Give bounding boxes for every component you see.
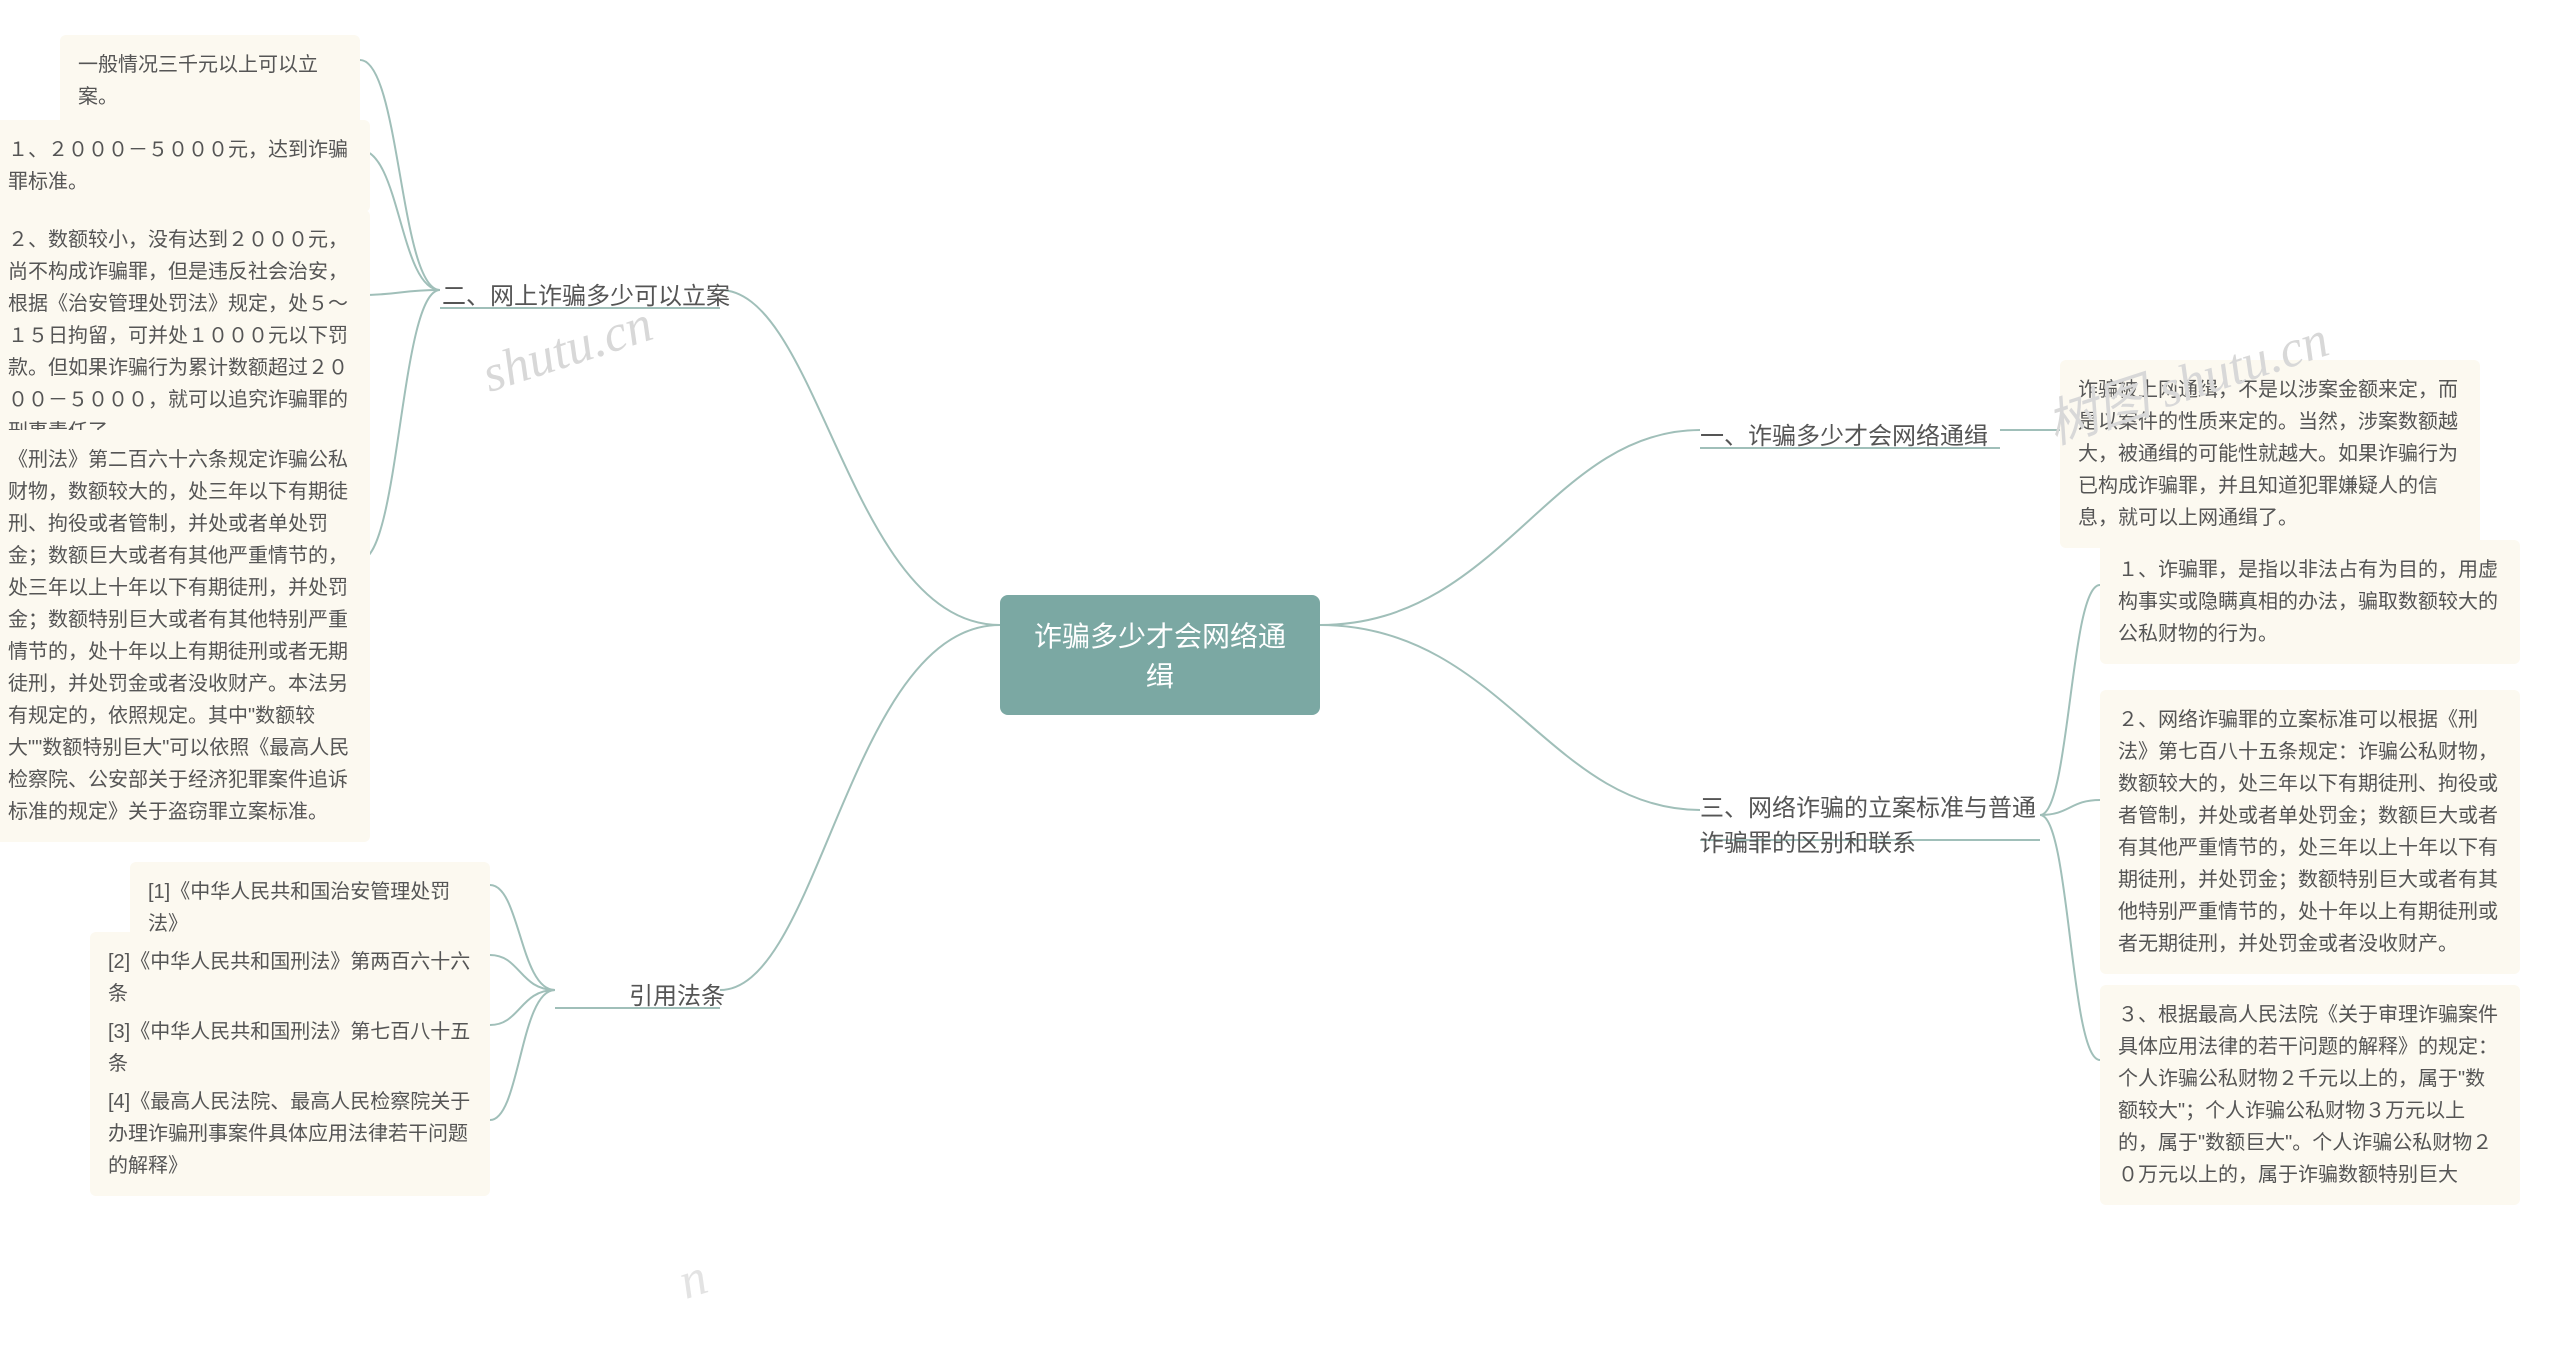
leaf-b3-0: １、诈骗罪，是指以非法占有为目的，用虚构事实或隐瞒真相的办法，骗取数额较大的公私… — [2100, 540, 2520, 664]
branch-3: 三、网络诈骗的立案标准与普通诈骗罪的区别和联系 — [1700, 780, 2050, 866]
leaf-b3-2: ３、根据最高人民法院《关于审理诈骗案件具体应用法律的若干问题的解释》的规定：个人… — [2100, 985, 2520, 1205]
branch-4: 引用法条 — [555, 968, 725, 1019]
branch-4-label: 引用法条 — [629, 983, 725, 1010]
leaf-b2-1-text: １、２０００－５０００元，达到诈骗罪标准。 — [8, 139, 348, 193]
branch-1-label: 一、诈骗多少才会网络通缉 — [1700, 423, 1988, 450]
leaf-b2-0-text: 一般情况三千元以上可以立案。 — [78, 54, 318, 108]
leaf-b2-3-text: 《刑法》第二百六十六条规定诈骗公私财物，数额较大的，处三年以下有期徒刑、拘役或者… — [8, 449, 349, 823]
branch-2-label: 二、网上诈骗多少可以立案 — [442, 283, 730, 310]
leaf-b2-0: 一般情况三千元以上可以立案。 — [60, 35, 360, 127]
leaf-b3-1-text: ２、网络诈骗罪的立案标准可以根据《刑法》第七百八十五条规定：诈骗公私财物，数额较… — [2118, 709, 2498, 955]
branch-1: 一、诈骗多少才会网络通缉 — [1700, 408, 2000, 459]
leaf-b2-2: ２、数额较小，没有达到２０００元，尚不构成诈骗罪，但是违反社会治安，根据《治安管… — [0, 210, 370, 462]
leaf-b2-2-text: ２、数额较小，没有达到２０００元，尚不构成诈骗罪，但是违反社会治安，根据《治安管… — [8, 229, 348, 443]
leaf-b3-2-text: ３、根据最高人民法院《关于审理诈骗案件具体应用法律的若干问题的解释》的规定：个人… — [2118, 1004, 2498, 1186]
branch-3-label: 三、网络诈骗的立案标准与普通诈骗罪的区别和联系 — [1700, 795, 2036, 857]
leaf-b4-3: [4]《最高人民法院、最高人民检察院关于办理诈骗刑事案件具体应用法律若干问题的解… — [90, 1072, 490, 1196]
leaf-b3-0-text: １、诈骗罪，是指以非法占有为目的，用虚构事实或隐瞒真相的办法，骗取数额较大的公私… — [2118, 559, 2498, 645]
leaf-b2-1: １、２０００－５０００元，达到诈骗罪标准。 — [0, 120, 370, 212]
leaf-b4-2-text: [3]《中华人民共和国刑法》第七百八十五条 — [108, 1021, 470, 1075]
watermark-3: n — [672, 1247, 715, 1311]
leaf-b1-0: 诈骗被上网通缉，不是以涉案金额来定，而是以案件的性质来定的。当然，涉案数额越大，… — [2060, 360, 2480, 548]
leaf-b2-3: 《刑法》第二百六十六条规定诈骗公私财物，数额较大的，处三年以下有期徒刑、拘役或者… — [0, 430, 370, 842]
center-title: 诈骗多少才会网络通缉 — [1034, 621, 1286, 692]
mindmap-canvas: 诈骗多少才会网络通缉 一、诈骗多少才会网络通缉 诈骗被上网通缉，不是以涉案金额来… — [0, 0, 2560, 1361]
leaf-b4-0-text: [1]《中华人民共和国治安管理处罚法》 — [148, 881, 450, 935]
leaf-b4-1-text: [2]《中华人民共和国刑法》第两百六十六条 — [108, 951, 470, 1005]
leaf-b1-0-text: 诈骗被上网通缉，不是以涉案金额来定，而是以案件的性质来定的。当然，涉案数额越大，… — [2078, 379, 2458, 529]
branch-2: 二、网上诈骗多少可以立案 — [440, 268, 730, 319]
center-node: 诈骗多少才会网络通缉 — [1000, 595, 1320, 715]
leaf-b4-3-text: [4]《最高人民法院、最高人民检察院关于办理诈骗刑事案件具体应用法律若干问题的解… — [108, 1091, 470, 1177]
leaf-b3-1: ２、网络诈骗罪的立案标准可以根据《刑法》第七百八十五条规定：诈骗公私财物，数额较… — [2100, 690, 2520, 974]
